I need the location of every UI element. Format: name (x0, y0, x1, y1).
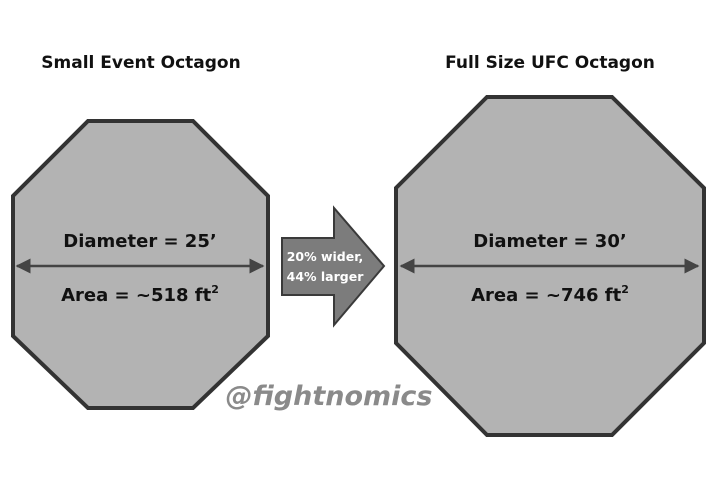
small-diameter-label: Diameter = 25’ (63, 231, 216, 252)
small-octagon-title: Small Event Octagon (41, 53, 240, 73)
large-diameter-label: Diameter = 30’ (473, 231, 626, 252)
large-area-label: Area = ~746 ft2 (471, 283, 629, 306)
comparison-text-line2: 44% larger (287, 269, 365, 284)
small-area-exponent: 2 (211, 283, 219, 296)
small-area-text: Area = ~518 ft (61, 285, 212, 306)
small-area-label: Area = ~518 ft2 (61, 283, 219, 306)
small-octagon (11, 119, 270, 410)
comparison-arrow (281, 205, 386, 328)
large-octagon-title: Full Size UFC Octagon (445, 53, 655, 73)
large-area-text: Area = ~746 ft (471, 285, 622, 306)
watermark: @fightnomics (226, 381, 433, 412)
large-area-exponent: 2 (621, 283, 629, 296)
comparison-text-line1: 20% wider, (287, 249, 364, 264)
